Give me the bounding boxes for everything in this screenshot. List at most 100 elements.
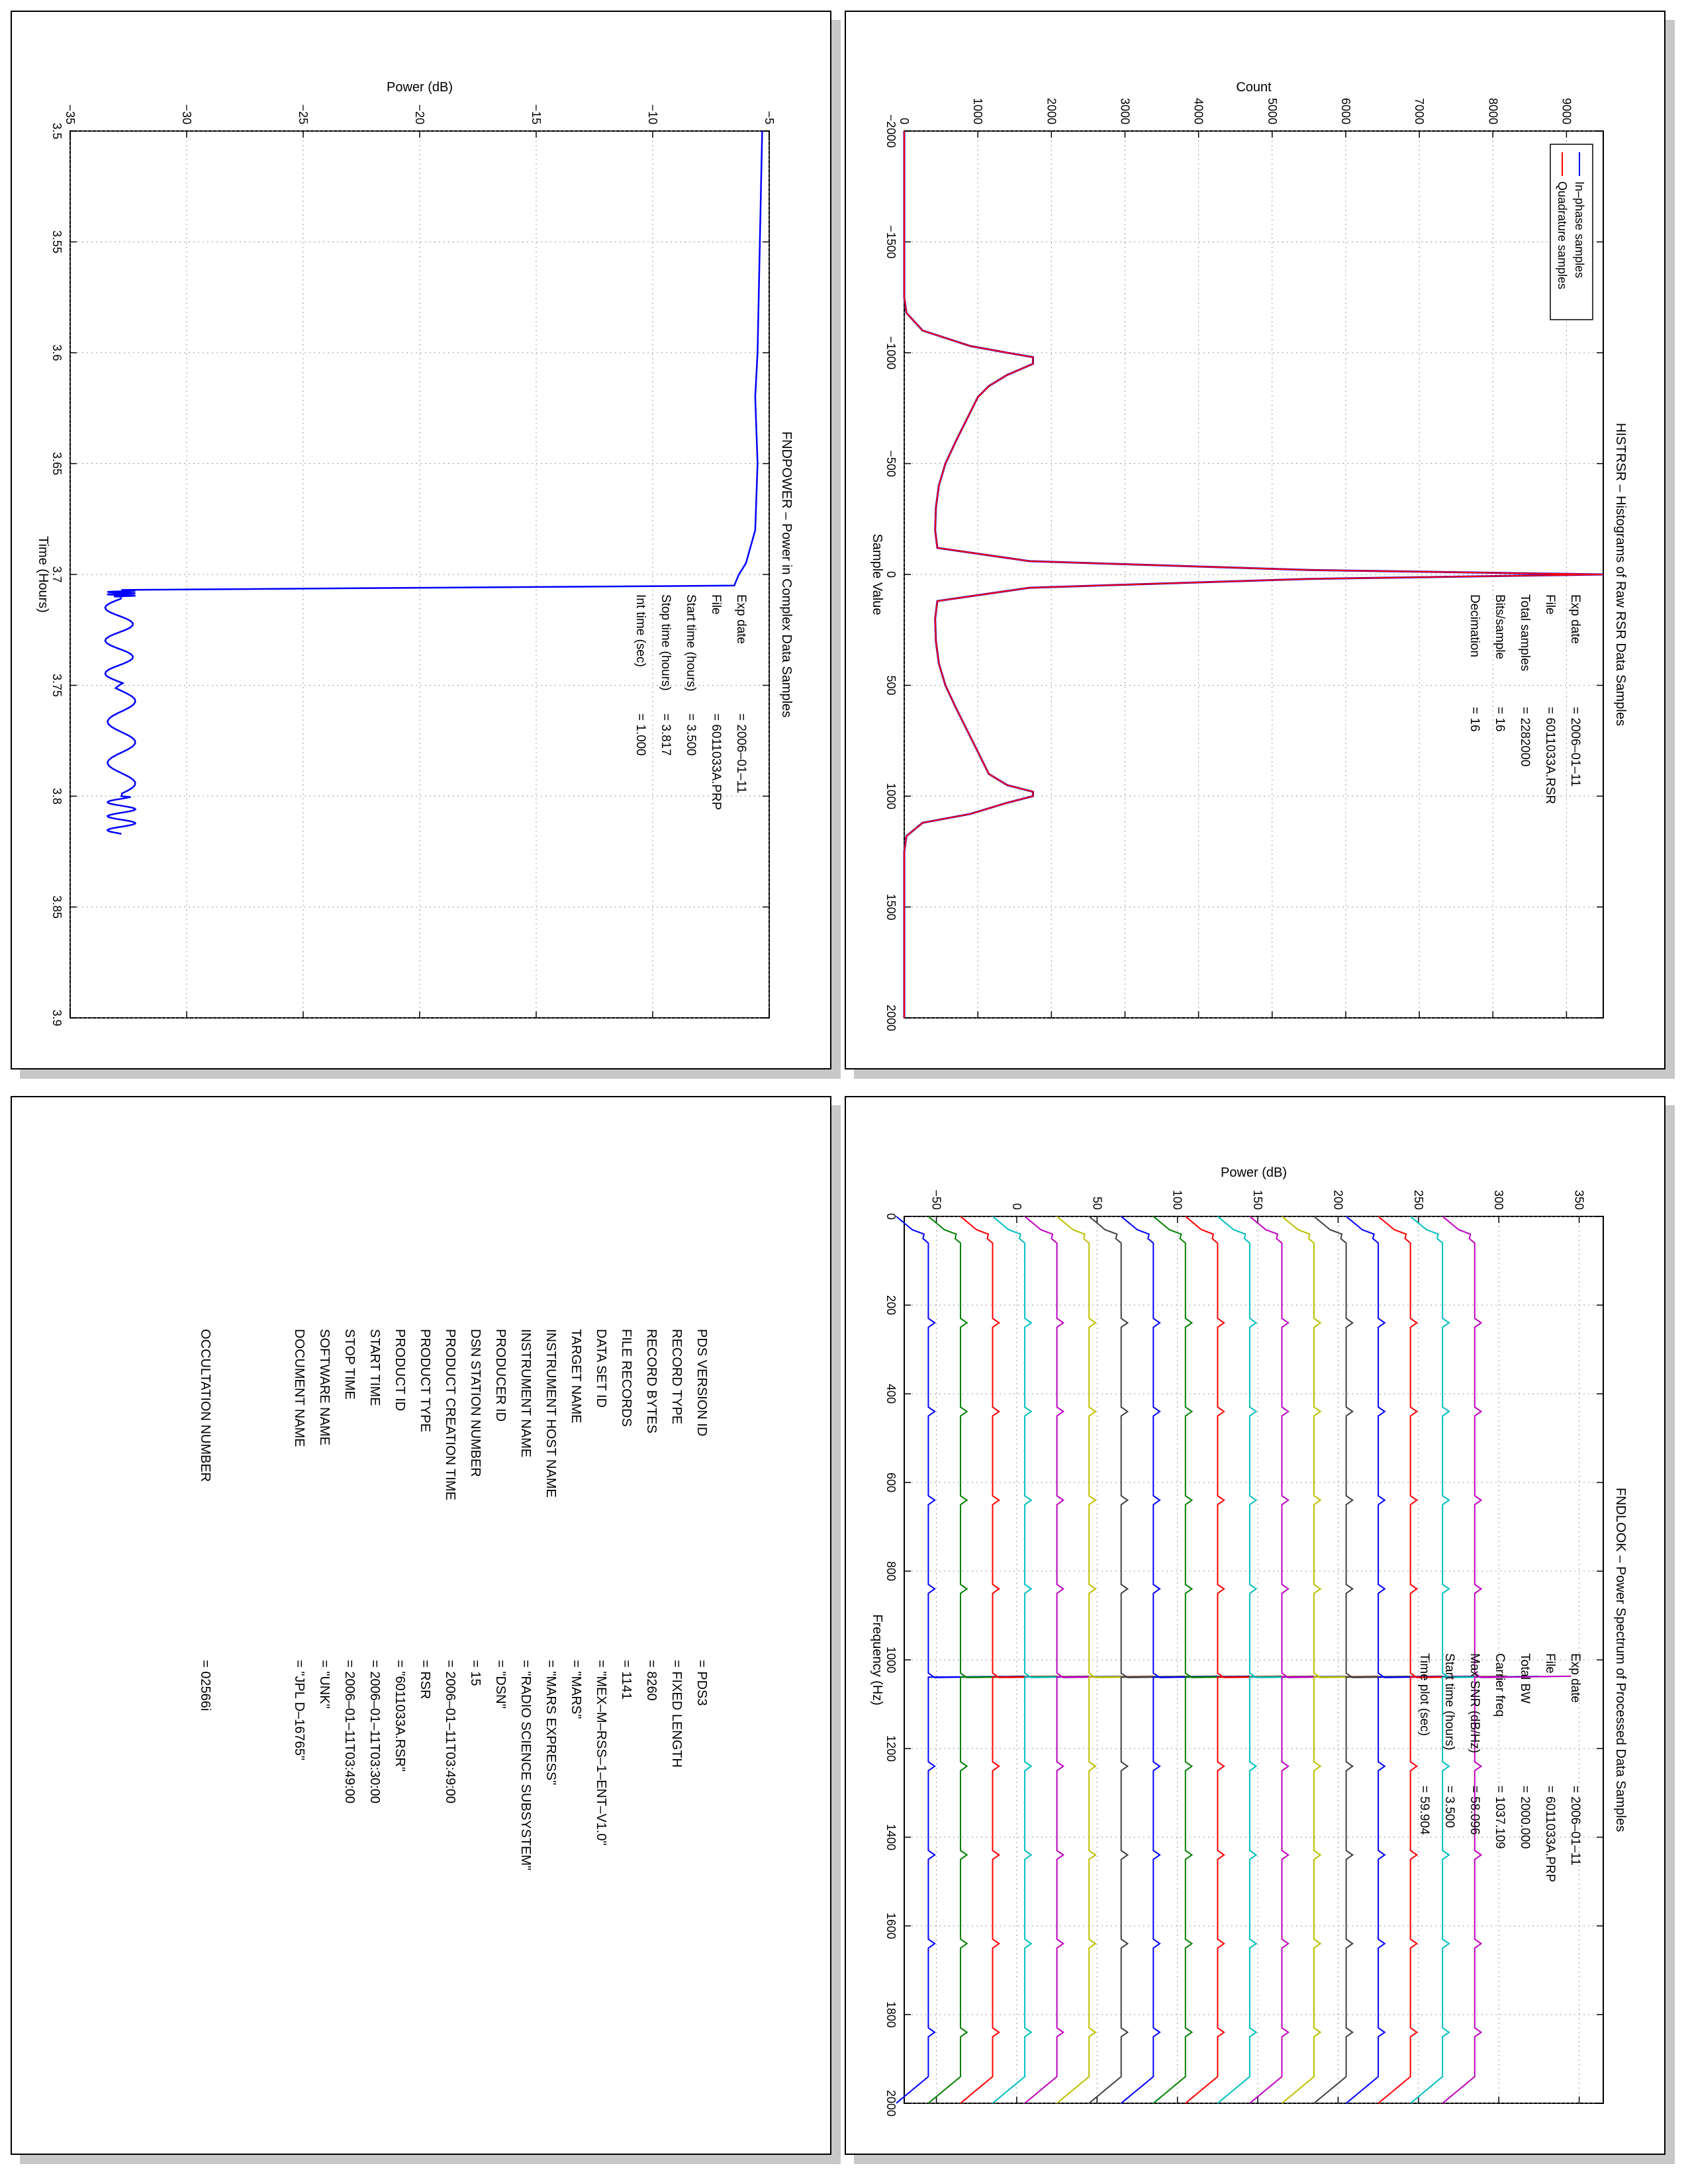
annotation-value: = 3.500 [684, 713, 698, 756]
x-tick-label: 3.85 [50, 895, 64, 919]
annotation-label: Total BW [1518, 1653, 1532, 1704]
pds-label-key: SOFTWARE NAME [317, 1329, 332, 1445]
annotation-label: Exp date [1568, 594, 1582, 644]
fndlook-panel: 0 200 400 600 800 1000 1200 1400 1600 1800 2000 −50… [845, 1096, 1665, 2155]
annotation-value: = 3.500 [1442, 1786, 1456, 1828]
x-tick-label: 3.5 [50, 122, 64, 139]
x-tick-label: −500 [884, 450, 898, 477]
pds-label-key: RECORD TYPE [669, 1329, 684, 1424]
pds-label-value: = "RADIO SCIENCE SUBSYSTEM" [518, 1660, 533, 1870]
pds-label-key: TARGET NAME [569, 1329, 583, 1424]
series [896, 1216, 1571, 2104]
pds-label-value: = 2006–01–11T03:30:00 [367, 1660, 382, 1803]
x-tick-label: 1000 [884, 1647, 898, 1673]
pds-label-value: = "UNK" [317, 1660, 332, 1709]
spectrum-line [1152, 1216, 1282, 2104]
y-axis-label: Power (dB) [1221, 1165, 1287, 1180]
chart-title: FNDLOOK – Power Spectrum of Processed Da… [1613, 1488, 1628, 1832]
annotation-label: File [1543, 1653, 1557, 1674]
x-tick-label: 1000 [884, 783, 898, 809]
chart-title: HISTRSR – Histograms of Raw RSR Data Sam… [1613, 423, 1628, 726]
x-tick-label: 400 [884, 1384, 898, 1404]
spectrum-line [1185, 1216, 1315, 2104]
annotation-label: Exp date [1568, 1653, 1582, 1703]
x-tick-label: 3.55 [50, 230, 64, 253]
series [104, 130, 763, 835]
annotation-value: = 2006–01–11 [734, 713, 748, 794]
legend-box [1550, 144, 1593, 320]
spectrum-line [1313, 1216, 1443, 2104]
grid [904, 130, 1603, 1019]
annotation-label: File [1543, 594, 1557, 615]
histrsr-panel: −2000 −1500 −1000 −500 0 500 1000 1500 2000 0 1000… [845, 11, 1665, 1069]
annotation-label: Start time (hours) [684, 594, 698, 692]
spectrum-line [1121, 1216, 1250, 2104]
pds-label-value: = "JPL D–16765" [292, 1660, 306, 1760]
x-tick-label: −1500 [884, 225, 898, 259]
annotation-value: = 16 [1468, 707, 1481, 732]
spectrum-line [1281, 1216, 1411, 2104]
x-tick-label: −2000 [884, 114, 898, 148]
annotation-label: Start time (hours) [1442, 1653, 1456, 1751]
annotation-value: = 2006–01–11 [1568, 1786, 1582, 1866]
pds-label-key: PRODUCT ID [393, 1329, 407, 1411]
legend-label-quadrature: Quadrature samples [1556, 181, 1569, 289]
y-tick-label: 2000 [1045, 98, 1058, 124]
grid [70, 130, 770, 1019]
annotation-label: File [709, 594, 723, 615]
x-axis-label: Sample Value [870, 533, 884, 615]
y-tick-label: −30 [180, 104, 193, 124]
annotation-label: Bits/sample [1493, 594, 1507, 659]
pds-label-value: = "DSN" [493, 1660, 508, 1709]
annotation-value: = 59.904 [1417, 1786, 1431, 1835]
x-tick-label: 1200 [884, 1735, 898, 1762]
y-tick-label: 50 [1090, 1197, 1103, 1210]
y-tick-label: −5 [763, 111, 776, 124]
x-tick-label: 1800 [884, 2001, 898, 2028]
y-tick-label: 0 [898, 118, 911, 124]
pds-label-key: DOCUMENT NAME [292, 1329, 306, 1447]
occultation-value: = 02566i [198, 1660, 212, 1711]
spectrum-line [1024, 1216, 1154, 2104]
pds-label-key: PDS VERSION ID [694, 1329, 709, 1436]
pds-label-value: = RSR [418, 1660, 432, 1699]
y-tick-label: 8000 [1486, 98, 1499, 124]
fndlook-chart: 0200400600800100012001400160018002000−50… [870, 1165, 1628, 2116]
annotation-label: Max SNR (dB/Hz) [1468, 1653, 1481, 1753]
y-tick-label: 3000 [1118, 98, 1131, 124]
annotations: Exp date = 2006–01–11 File = 6011033A.PRP To… [1417, 1653, 1582, 1882]
x-tick-label: 2000 [884, 2090, 898, 2116]
x-tick-label: 3.65 [50, 452, 64, 475]
pds-label-key: PRODUCER ID [493, 1329, 508, 1422]
pds-label-key: PRODUCT TYPE [418, 1329, 432, 1432]
tick-labels: −2000 −1500 −1000 −500 0 500 1000 1500 2000 0 1000… [884, 98, 1573, 1031]
annotation-label: Total samples [1518, 594, 1532, 671]
pds-label-value: = "MARS" [569, 1660, 583, 1719]
y-tick-label: 150 [1251, 1190, 1264, 1210]
pds-label-value: = "MARS EXPRESS" [543, 1660, 558, 1785]
x-tick-label: 1400 [884, 1824, 898, 1850]
annotation-value: = 6011033A.PRP [1543, 1786, 1557, 1882]
legend-label-in-phase: In–phase samples [1573, 181, 1586, 278]
spectrum-line [1410, 1216, 1539, 2104]
annotation-label: Stop time (hours) [659, 594, 673, 691]
pds-label-key: FILE RECORDS [619, 1329, 633, 1427]
x-tick-label: 3.9 [50, 1009, 64, 1026]
chart-title: FNDPOWER – Power in Complex Data Samples [779, 432, 794, 717]
pds-label-value: = "6011033A.RSR" [393, 1660, 407, 1772]
annotation-label: Carrier freq [1493, 1653, 1507, 1717]
annotation-value: = 3.817 [659, 713, 673, 756]
y-axis-label: Power (dB) [387, 80, 453, 95]
x-tick-label: 600 [884, 1473, 898, 1492]
power-series-line [104, 130, 763, 835]
y-tick-label: 5000 [1266, 98, 1279, 124]
spectrum-line [1056, 1216, 1186, 2104]
annotations: Exp date = 2006–01–11 File = 6011033A.PRP St… [633, 594, 748, 810]
annotation-value: = 2282000 [1518, 707, 1532, 766]
spectrum-line [1442, 1216, 1571, 2104]
x-tick-label: 3.6 [50, 344, 64, 361]
pds-label-key: DSN STATION NUMBER [468, 1329, 483, 1477]
pds-label-value: = PDS3 [694, 1660, 709, 1706]
histrsr-chart: −2000 −1500 −1000 −500 0 500 1000 1500 2000 0 1000… [870, 80, 1628, 1031]
y-tick-label: 350 [1573, 1190, 1586, 1210]
